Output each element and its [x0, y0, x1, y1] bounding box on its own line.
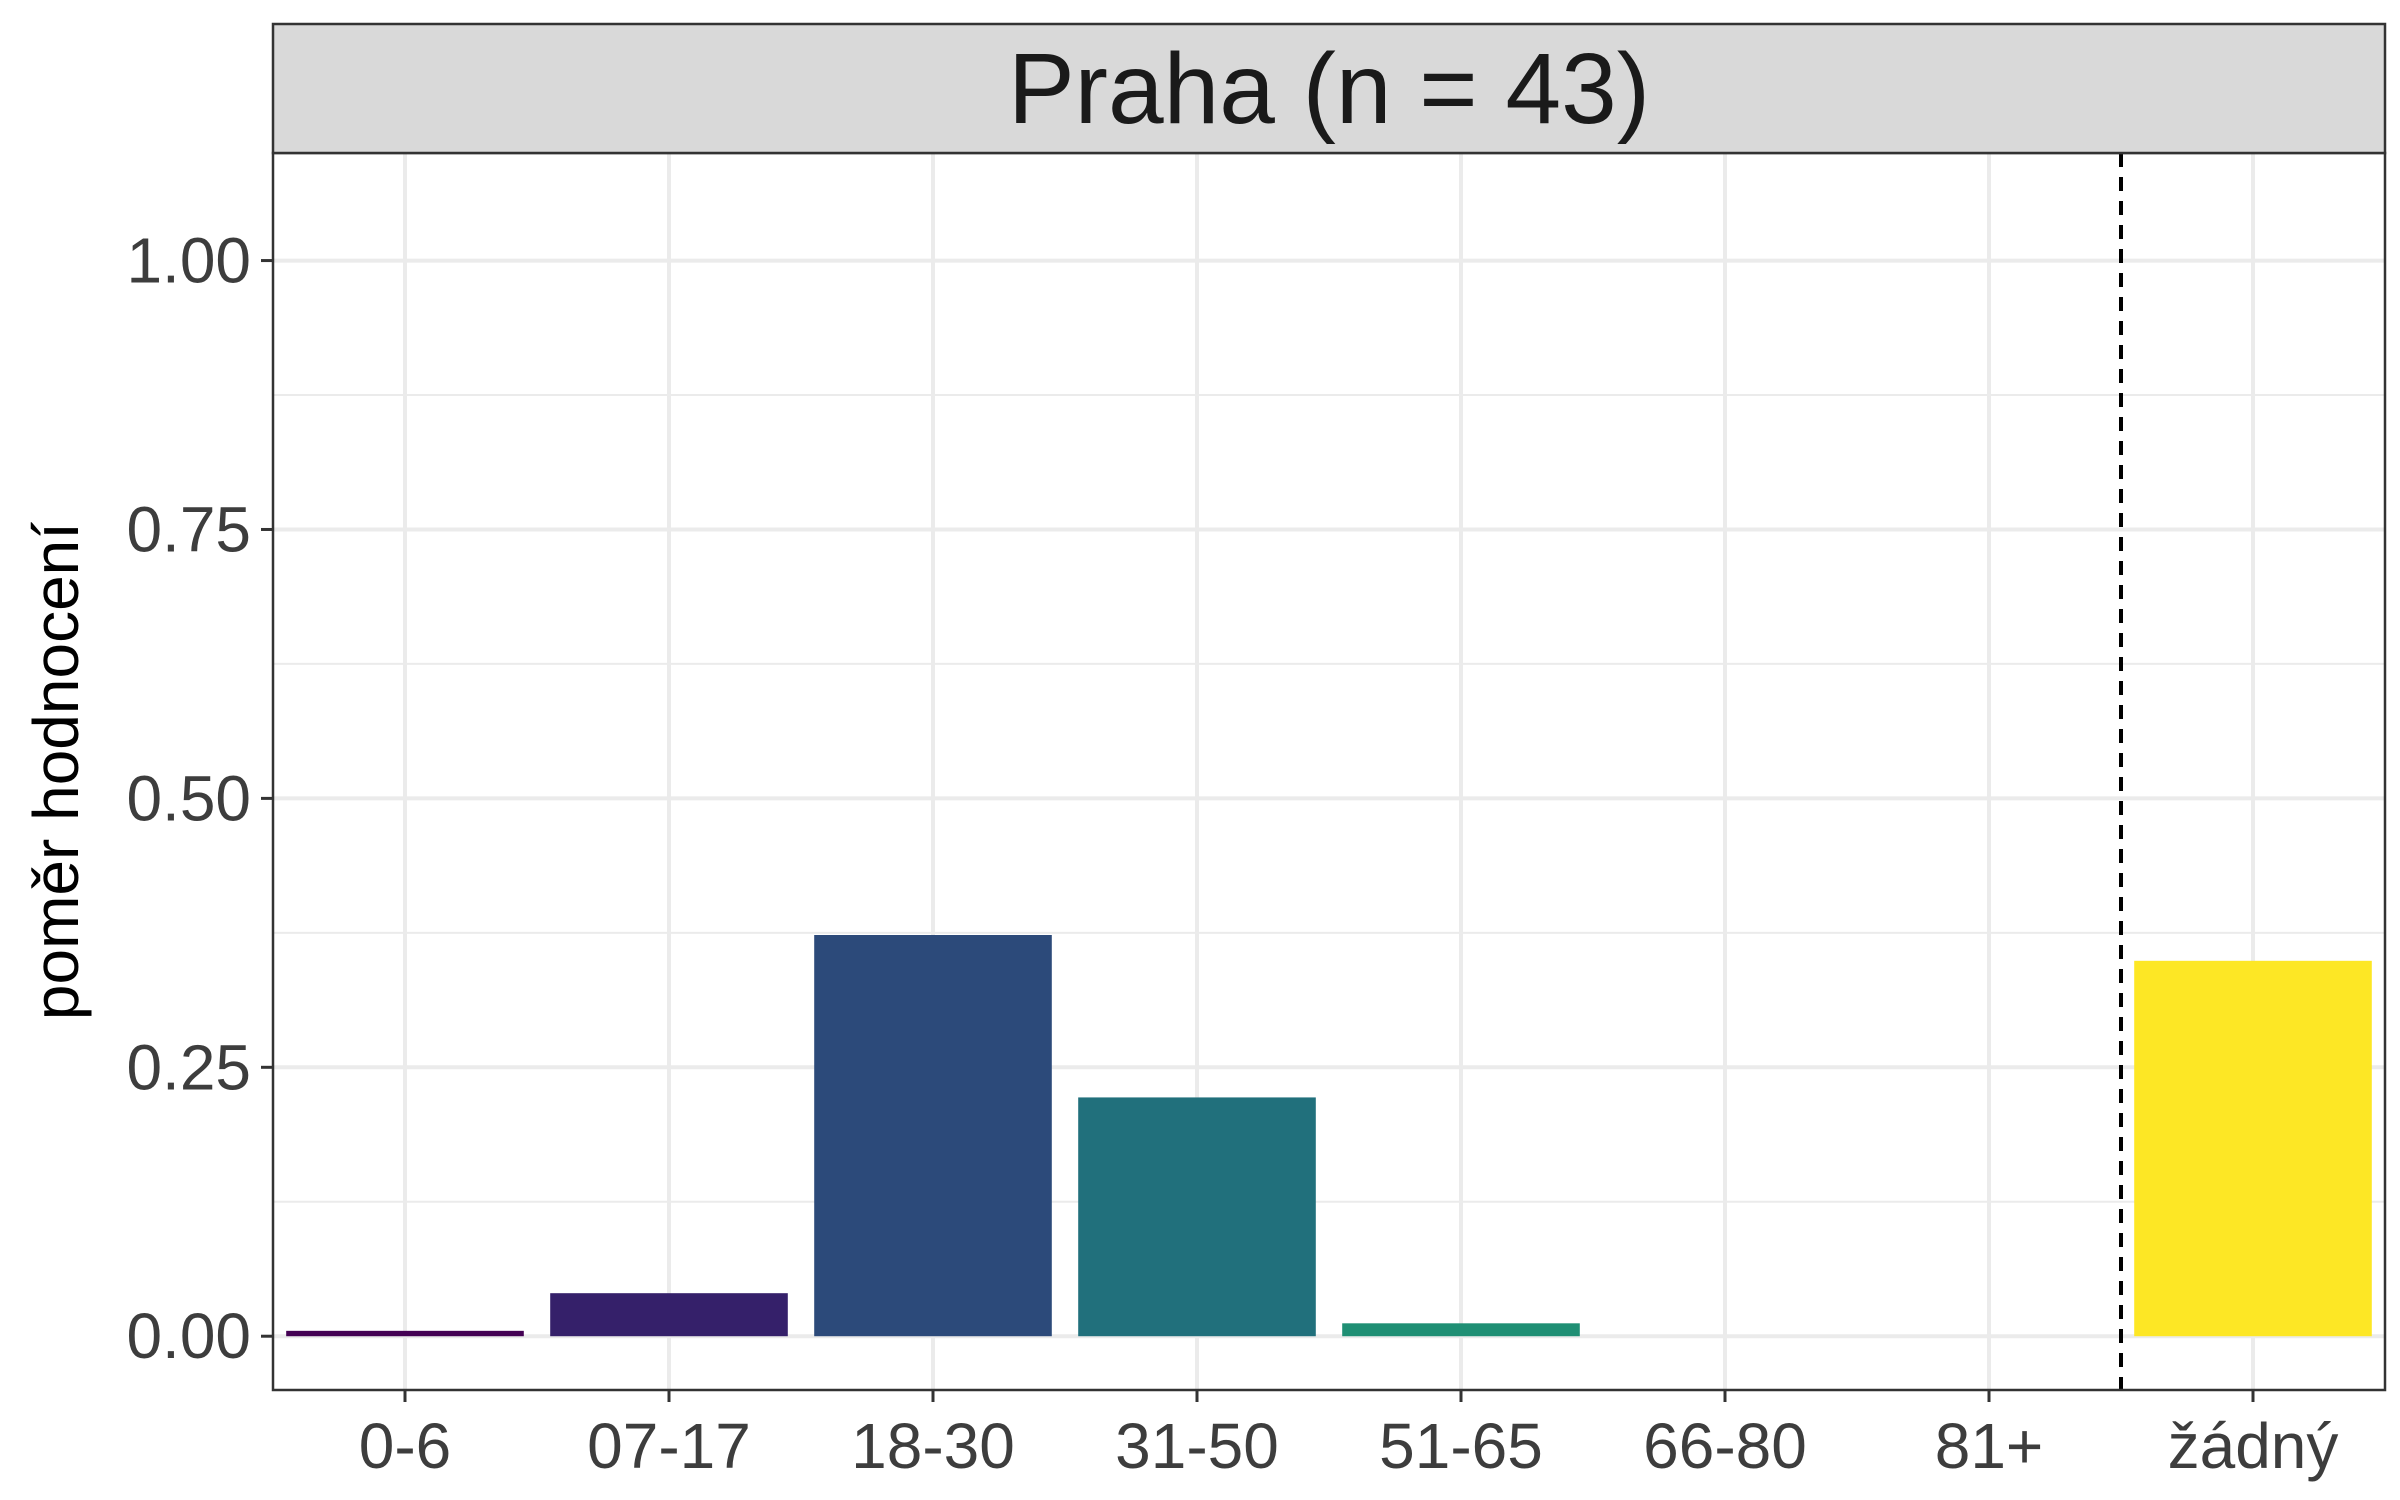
y-axis-title: poměr hodnocení: [20, 522, 92, 1020]
bar-51-65: [1342, 1323, 1580, 1337]
y-tick-label: 0.50: [126, 762, 251, 834]
bar-18-30: [814, 934, 1052, 1337]
x-axis: 0-6 07-17 18-30 31-50 51-65 66-80 81+ žádný: [359, 1390, 2339, 1482]
bar-žádný: [2134, 960, 2372, 1337]
x-tick-label: 0-6: [359, 1410, 452, 1482]
bar-31-50: [1078, 1097, 1316, 1337]
x-tick-label: žádný: [2168, 1410, 2339, 1482]
y-axis: 0.00 0.25 0.50 0.75 1.00: [126, 225, 273, 1372]
y-tick-label: 1.00: [126, 225, 251, 297]
facet-strip: [271, 22, 2387, 155]
bar-0-6: [286, 1330, 524, 1337]
bars: [286, 934, 2372, 1337]
bar-07-17: [550, 1293, 788, 1337]
x-tick-label: 51-65: [1379, 1410, 1543, 1482]
y-tick-label: 0.00: [126, 1300, 251, 1372]
y-tick-label: 0.25: [126, 1031, 251, 1103]
x-tick-label: 81+: [1935, 1410, 2044, 1482]
y-tick-label: 0.75: [126, 493, 251, 565]
panel-background: [273, 153, 2385, 1390]
x-tick-label: 31-50: [1115, 1410, 1279, 1482]
x-tick-label: 18-30: [851, 1410, 1015, 1482]
x-tick-label: 07-17: [587, 1410, 751, 1482]
facet-title: Praha (n = 43): [1008, 33, 1650, 145]
x-tick-label: 66-80: [1643, 1410, 1807, 1482]
